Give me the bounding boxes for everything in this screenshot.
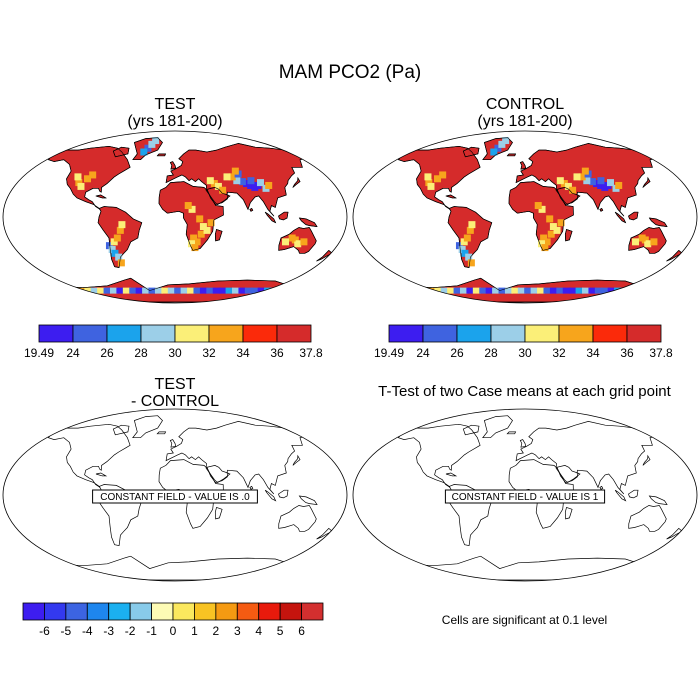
colorbar-swatch xyxy=(108,602,131,621)
colorbar-swatch xyxy=(140,324,176,343)
colorbar-swatch xyxy=(558,324,594,343)
diff-title-line2: - CONTROL xyxy=(131,393,219,410)
test-title-line1: TEST xyxy=(154,96,196,113)
colorbar-label: 26 xyxy=(100,346,114,360)
diff-colorbar: -6 -5 -4 -3 -2 -1 0 1 2 3 4 5 6 xyxy=(22,602,324,638)
colorbar-label: 19.49 xyxy=(374,346,404,360)
colorbar-swatch xyxy=(258,602,281,621)
diff-title-line1: TEST xyxy=(154,376,196,393)
test-colorbar: 19.49 24 26 28 30 32 34 36 37.8 xyxy=(24,324,323,360)
colorbar-swatch xyxy=(242,324,278,343)
colorbar-label: -5 xyxy=(61,624,72,638)
control-map xyxy=(352,130,698,304)
colorbar-label: 6 xyxy=(298,624,305,638)
colorbar-swatch xyxy=(456,324,492,343)
diff-panel-title: TEST - CONTROL xyxy=(75,376,275,410)
colorbar-label: 0 xyxy=(170,624,177,638)
ttest-panel-title: T-Test of two Case means at each grid po… xyxy=(378,383,671,400)
colorbar-swatch xyxy=(524,324,560,343)
figure-title: MAM PCO2 (Pa) xyxy=(278,62,422,83)
control-panel-title: CONTROL (yrs 181-200) xyxy=(425,96,625,130)
diff-map: CONSTANT FIELD - VALUE IS .0 xyxy=(2,408,348,582)
colorbar-label: -3 xyxy=(103,624,114,638)
colorbar-label: 3 xyxy=(234,624,241,638)
colorbar-label: 30 xyxy=(168,346,182,360)
colorbar-swatch xyxy=(422,324,458,343)
colorbar-label: 24 xyxy=(66,346,80,360)
colorbar-label: 28 xyxy=(134,346,148,360)
test-title-line2: (yrs 181-200) xyxy=(127,113,223,130)
ttest-map: CONSTANT FIELD - VALUE IS 1 xyxy=(352,408,698,582)
colorbar-swatch xyxy=(592,324,628,343)
colorbar-swatch xyxy=(151,602,174,621)
colorbar-label: -6 xyxy=(39,624,50,638)
constant-field-label: CONSTANT FIELD - VALUE IS .0 xyxy=(92,489,258,504)
colorbar-swatch xyxy=(279,602,302,621)
colorbar-swatch xyxy=(72,324,108,343)
constant-field-label: CONSTANT FIELD - VALUE IS 1 xyxy=(444,489,606,504)
colorbar-swatch xyxy=(65,602,88,621)
colorbar-label: 26 xyxy=(450,346,464,360)
colorbar-swatch xyxy=(215,602,238,621)
colorbar-label: 19.49 xyxy=(24,346,54,360)
colorbar-label: -4 xyxy=(82,624,93,638)
control-title-line2: (yrs 181-200) xyxy=(477,113,573,130)
colorbar-label: 2 xyxy=(213,624,220,638)
test-map xyxy=(2,130,348,304)
test-panel-title: TEST (yrs 181-200) xyxy=(75,96,275,130)
colorbar-label: 36 xyxy=(270,346,284,360)
colorbar-swatch xyxy=(44,602,67,621)
colorbar-label: 34 xyxy=(236,346,250,360)
colorbar-swatch xyxy=(301,602,324,621)
colorbar-swatch xyxy=(208,324,244,343)
colorbar-label: 24 xyxy=(416,346,430,360)
svg-text:CONSTANT FIELD - VALUE IS 1: CONSTANT FIELD - VALUE IS 1 xyxy=(452,492,599,503)
colorbar-label: 5 xyxy=(277,624,284,638)
colorbar-swatch xyxy=(172,602,195,621)
colorbar-swatch xyxy=(276,324,312,343)
colorbar-label: -2 xyxy=(125,624,136,638)
colorbar-label: 1 xyxy=(191,624,198,638)
colorbar-swatch xyxy=(129,602,152,621)
colorbar-label: 32 xyxy=(202,346,216,360)
svg-text:CONSTANT FIELD - VALUE IS .0: CONSTANT FIELD - VALUE IS .0 xyxy=(100,492,250,503)
colorbar-label: 36 xyxy=(620,346,634,360)
colorbar-label: -1 xyxy=(146,624,157,638)
colorbar-swatch xyxy=(388,324,424,343)
colorbar-label: 30 xyxy=(518,346,532,360)
colorbar-swatch xyxy=(106,324,142,343)
colorbar-label: 37.8 xyxy=(299,346,323,360)
significance-note: Cells are significant at 0.1 level xyxy=(441,613,608,627)
control-title-line1: CONTROL xyxy=(485,96,565,113)
colorbar-label: 34 xyxy=(586,346,600,360)
colorbar-swatch xyxy=(626,324,662,343)
colorbar-swatch xyxy=(174,324,210,343)
colorbar-swatch xyxy=(86,602,110,621)
colorbar-label: 37.8 xyxy=(649,346,673,360)
colorbar-label: 32 xyxy=(552,346,566,360)
colorbar-swatch xyxy=(194,602,217,621)
colorbar-label: 28 xyxy=(484,346,498,360)
control-colorbar: 19.49 24 26 28 30 32 34 36 37.8 xyxy=(374,324,673,360)
colorbar-swatch xyxy=(22,602,45,621)
colorbar-label: 4 xyxy=(255,624,262,638)
colorbar-swatch xyxy=(38,324,74,343)
colorbar-swatch xyxy=(236,602,260,621)
colorbar-swatch xyxy=(490,324,526,343)
